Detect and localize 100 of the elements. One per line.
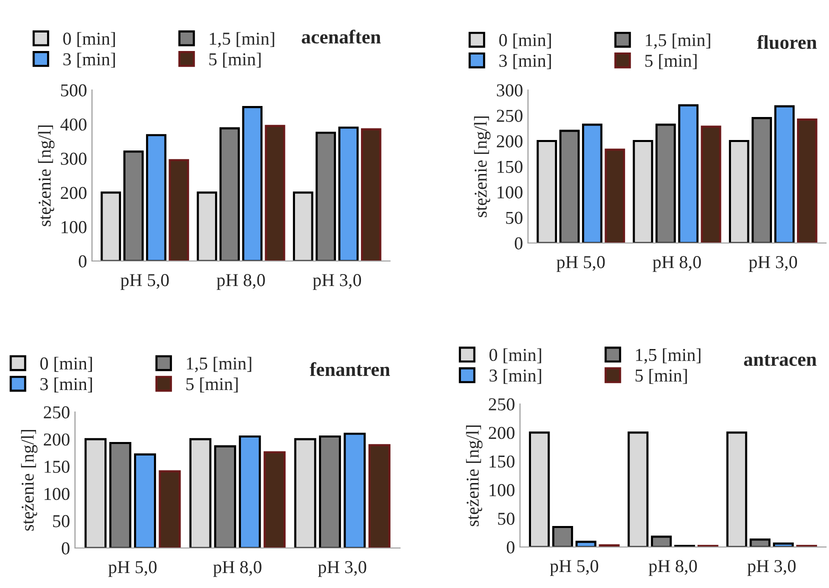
bar [678,104,699,243]
x-tick-label: pH 3,0 [312,274,362,290]
bar [604,148,626,243]
legend-label: 1,5 [min] [210,32,274,48]
legend-label: 5 [min] [209,52,261,68]
bar [552,526,574,547]
bar [726,432,748,547]
bar [100,192,122,261]
chart-title: antracen [744,354,817,366]
bar [536,140,558,243]
y-tick-label: 500 [61,84,86,96]
y-tick-label: 200 [496,135,522,148]
legend-label: 3 [min] [40,378,92,392]
legend-label: 3 [min] [490,368,542,384]
legend-label: 0 [min] [489,348,542,364]
y-tick-label: 50 [498,512,514,525]
y-tick-label: 100 [498,186,522,198]
y-tick-label: 150 [44,460,70,473]
y-axis-title: stężenie [ng/l] [21,430,38,531]
y-axis-title: stężenie [ng/l] [474,116,490,218]
bar [528,432,550,547]
y-tick-label: 250 [44,406,70,418]
y-axis-title: stężenie [ng/l] [466,425,482,526]
y-tick-label: 0 [506,541,514,554]
bar [559,130,580,243]
legend-label: 1,5 [min] [636,348,700,364]
x-tick-label: pH 8,0 [213,561,262,577]
bar [238,435,261,548]
bar [219,127,240,261]
y-tick-label: 200 [488,426,514,440]
y-tick-label: 0 [78,255,86,268]
bar [214,445,236,548]
y-tick-label: 50 [53,515,70,528]
x-tick-label: pH 8,0 [652,256,701,272]
chart-title: fluoren [757,35,817,50]
bar [750,538,770,547]
bar [700,126,722,243]
chart-title: fenantren [310,362,390,376]
chart-title: acenaften [302,30,381,44]
bar [338,126,359,261]
y-axis-title: stężenie [ng/l] [38,125,54,226]
legend-label: 0 [min] [40,356,92,372]
bar [360,128,382,261]
bar [318,435,341,548]
legend-label: 3 [min] [63,52,115,68]
y-tick-label: 200 [60,186,86,200]
y-tick-label: 150 [498,160,522,173]
bar [134,453,156,548]
legend-label: 5 [min] [645,54,697,70]
bar [196,192,218,261]
bar [655,124,676,243]
bar [292,192,314,261]
bar [109,442,132,548]
y-tick-label: 0 [62,542,70,554]
bar [344,432,366,548]
bar [316,132,336,261]
x-tick-label: pH 3,0 [747,560,796,576]
bar [576,540,596,547]
bar [368,444,390,548]
legend-label: 5 [min] [636,368,687,384]
x-tick-label: pH 5,0 [556,256,605,272]
bar [728,140,750,243]
bar [582,124,602,243]
legend-label: 0 [min] [63,32,115,48]
y-tick-label: 50 [506,212,522,224]
bar [796,118,818,243]
y-tick-label: 150 [490,455,514,468]
bar [264,124,286,261]
x-tick-label: pH 3,0 [748,256,798,272]
y-tick-label: 100 [490,484,514,496]
y-tick-label: 100 [44,488,70,500]
y-tick-label: 200 [44,433,70,446]
bar [752,117,772,243]
bar [650,536,672,547]
y-tick-label: 400 [60,118,86,131]
legend-label: 0 [min] [499,34,551,48]
bar [189,438,212,548]
bar [168,159,190,261]
legend-label: 1,5 [min] [186,356,252,372]
y-tick-label: 0 [514,237,522,250]
bar [628,432,648,547]
bar [774,105,795,243]
legend-label: 5 [min] [186,378,238,392]
x-tick-label: pH 5,0 [120,274,169,290]
bar [294,438,316,548]
x-tick-label: pH 8,0 [648,560,697,576]
y-tick-label: 300 [496,84,522,96]
bar [242,106,263,261]
bar [158,470,181,548]
bar [264,451,286,548]
bar [84,438,107,548]
x-tick-label: pH 3,0 [318,561,366,577]
y-tick-label: 300 [60,152,86,165]
bar [632,140,654,243]
legend-label: 3 [min] [499,54,551,70]
x-tick-label: pH 5,0 [108,561,157,577]
bar [772,542,794,547]
y-tick-label: 100 [62,221,86,234]
bar [123,150,144,261]
y-tick-label: 250 [496,110,522,122]
